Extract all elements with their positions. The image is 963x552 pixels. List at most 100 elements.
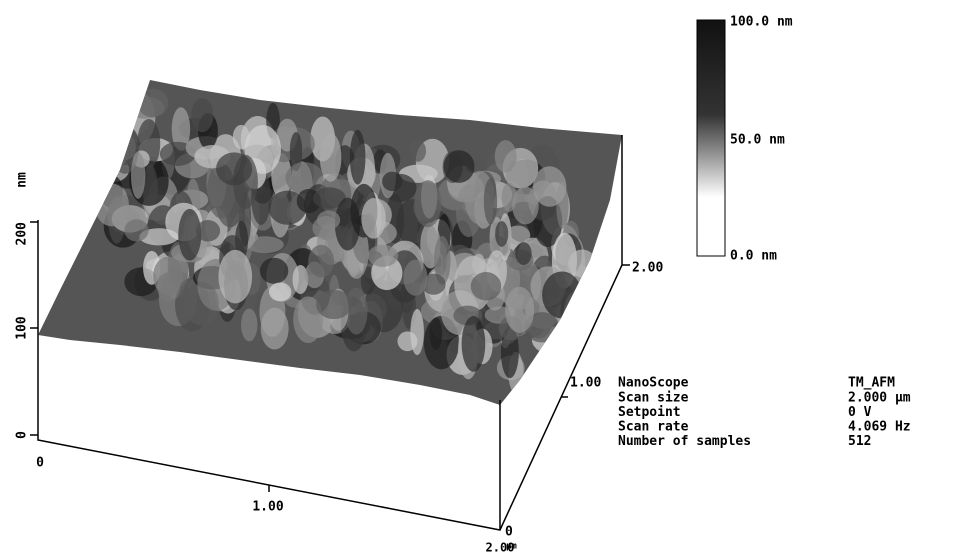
surface-texture <box>538 349 567 375</box>
page: nm 200 100 0 0 1.00 2.00 µm 0 1.00 2.00 … <box>0 0 963 552</box>
surface-texture <box>572 329 601 377</box>
surface-texture <box>317 211 340 230</box>
surface-texture <box>583 300 613 317</box>
y-tick-label: 1.00 <box>570 376 601 391</box>
surface-texture <box>58 114 70 135</box>
x-tick-label: 1.00 <box>252 500 283 515</box>
surface-texture <box>613 328 629 358</box>
instrument: NanoScope <box>618 376 689 391</box>
surface-texture <box>260 258 288 284</box>
info-key: Scan rate <box>618 420 689 435</box>
surface-texture <box>78 95 109 144</box>
surface-texture <box>471 272 502 300</box>
surface-texture <box>124 219 148 241</box>
info-rows: Scan size 2.000 µm Setpoint 0 V Scan rate 4.0… <box>618 391 911 450</box>
surface-texture <box>559 335 594 378</box>
surface-texture <box>216 152 252 185</box>
surface-texture <box>550 325 586 349</box>
surface-texture <box>604 344 625 377</box>
surface-texture <box>397 331 417 351</box>
surface-texture <box>90 147 114 171</box>
surface-texture <box>403 260 427 296</box>
x-tick-label: 0 <box>36 456 44 471</box>
surface-texture <box>505 226 530 245</box>
surface-texture <box>505 287 534 333</box>
y-tick-label: 2.00 <box>632 261 663 276</box>
surface-texture <box>572 349 588 368</box>
surface-texture <box>316 290 352 319</box>
info-value: 2.000 µm <box>848 391 911 406</box>
surface-texture <box>615 315 646 367</box>
surface-texture <box>515 242 531 265</box>
surface-texture <box>68 106 82 122</box>
surface-texture <box>495 221 508 247</box>
surface-texture <box>568 345 601 378</box>
surface-texture <box>572 351 605 378</box>
colorbar <box>697 20 725 256</box>
surface-texture <box>131 152 145 199</box>
surface-texture <box>597 289 634 340</box>
surface-texture <box>484 178 497 224</box>
info-key: Number of samples <box>618 434 751 449</box>
info-value: 0 V <box>848 405 872 420</box>
surface-texture <box>320 133 342 182</box>
surface-texture <box>368 245 399 267</box>
surface-texture <box>153 257 182 296</box>
surface-texture <box>444 150 475 183</box>
y-tick-label: 0 <box>505 525 513 540</box>
surface-texture <box>495 140 517 172</box>
surface-texture <box>568 250 596 278</box>
info-key: Setpoint <box>618 405 681 420</box>
surface-texture <box>67 118 82 170</box>
surface-texture <box>350 130 366 185</box>
surface-texture <box>269 282 291 301</box>
mode: TM_AFM <box>848 376 895 391</box>
surface-texture <box>112 106 132 149</box>
surface-texture <box>60 123 89 148</box>
surface-texture <box>77 144 112 175</box>
surface-texture <box>191 98 213 132</box>
surface-texture <box>549 332 575 356</box>
surface-texture <box>533 166 566 207</box>
surface-texture <box>67 83 85 124</box>
colorbar-label: 100.0 nm <box>730 15 793 30</box>
surface-texture <box>555 319 585 358</box>
surface-texture <box>542 271 582 318</box>
info-value: 512 <box>848 434 871 449</box>
surface-texture <box>584 301 609 351</box>
surface-texture <box>410 140 426 162</box>
surface-texture <box>241 309 257 342</box>
z-tick-label: 0 <box>15 431 30 439</box>
surface-texture <box>308 245 334 278</box>
surface-texture <box>112 128 125 158</box>
surface-texture <box>63 122 92 163</box>
surface-texture <box>81 112 112 151</box>
info-key: Scan size <box>618 391 689 406</box>
surface-texture <box>196 220 220 241</box>
surface-texture <box>95 184 129 227</box>
surface-texture <box>63 119 76 173</box>
surface-texture <box>361 198 385 239</box>
surface-texture <box>117 97 132 138</box>
z-tick-label: 100 <box>15 316 30 340</box>
surface-texture <box>77 96 108 120</box>
colorbar-label: 50.0 nm <box>730 133 785 148</box>
surface-texture <box>93 132 108 158</box>
colorbar-label: 0.0 nm <box>730 249 777 264</box>
surface-texture <box>382 172 402 191</box>
surface-texture <box>594 312 608 342</box>
surface-texture <box>137 89 168 118</box>
info-value: 4.069 Hz <box>848 420 911 435</box>
x-unit: µm <box>506 542 517 552</box>
surface-texture <box>85 104 112 140</box>
surface-texture <box>30 86 67 135</box>
surface-texture <box>261 308 289 350</box>
surface-texture <box>414 180 441 227</box>
surface-texture <box>89 182 109 200</box>
z-tick-label: 200 <box>15 222 30 246</box>
surface-texture <box>462 316 486 372</box>
surface-texture <box>218 250 252 304</box>
z-axis-label: nm <box>15 172 30 188</box>
surface-texture <box>590 269 616 286</box>
surface-texture <box>580 291 605 318</box>
